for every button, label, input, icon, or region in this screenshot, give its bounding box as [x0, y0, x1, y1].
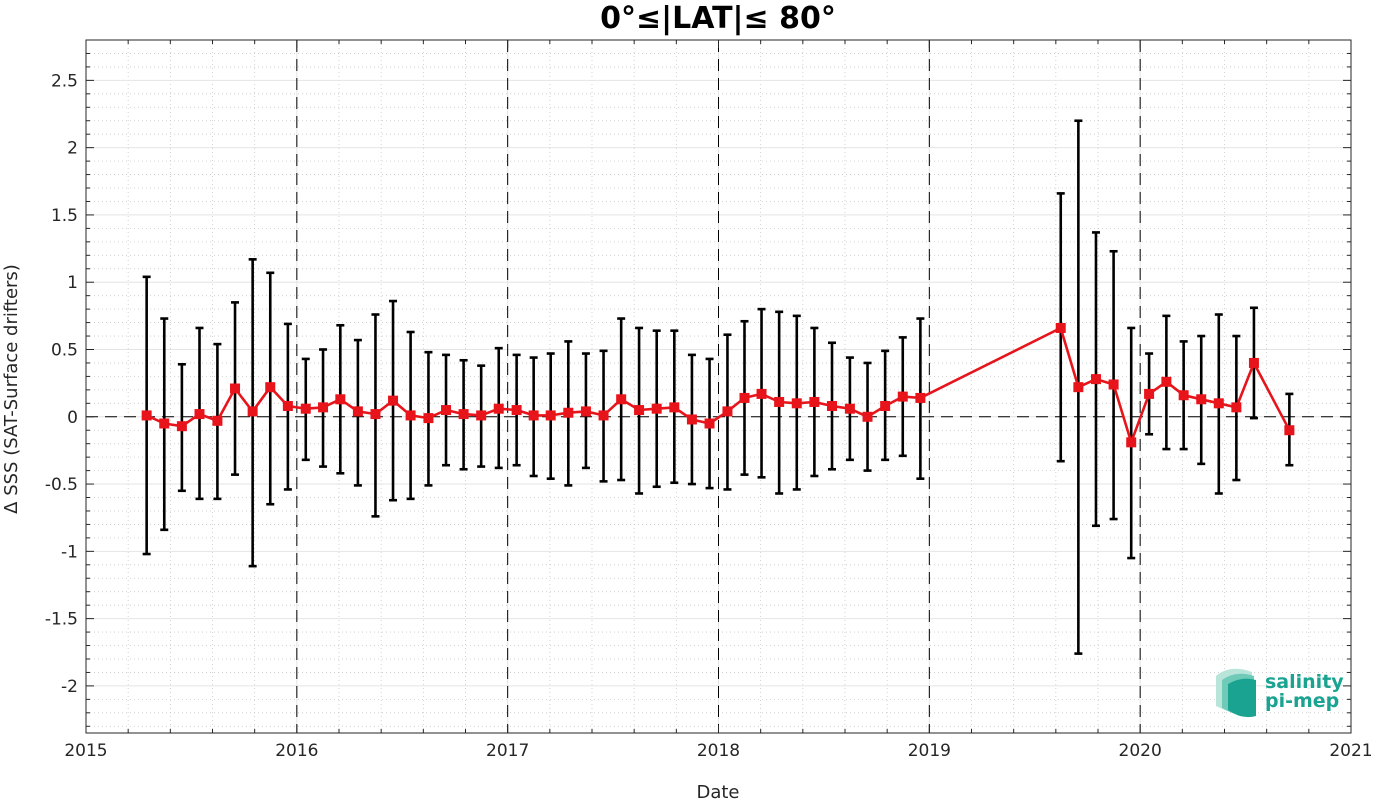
mean-markers: [141, 322, 1295, 448]
year-dividers: [296, 40, 1141, 733]
y-tick-label: -2: [61, 677, 78, 697]
mean-marker: [1213, 398, 1224, 409]
mean-marker: [580, 406, 591, 417]
mean-marker: [897, 391, 908, 402]
mean-marker: [862, 411, 873, 422]
mean-marker: [1090, 374, 1101, 385]
mean-marker: [791, 398, 802, 409]
mean-marker: [634, 405, 645, 416]
y-tick-label: -1: [61, 542, 78, 562]
mean-marker: [423, 413, 434, 424]
mean-marker: [669, 402, 680, 413]
mean-marker: [300, 403, 311, 414]
mean-marker: [756, 388, 767, 399]
mean-marker: [352, 406, 363, 417]
mean-marker: [598, 410, 609, 421]
x-tick-label: 2021: [1329, 741, 1372, 761]
mean-marker: [1055, 322, 1066, 333]
mean-marker: [844, 403, 855, 414]
mean-marker: [405, 410, 416, 421]
x-tick-label: 2017: [486, 741, 529, 761]
mean-marker: [493, 403, 504, 414]
mean-marker: [827, 401, 838, 412]
chart-title: 0°≤|LAT|≤ 80°: [600, 1, 836, 36]
mean-marker: [141, 410, 152, 421]
x-tick-label: 2016: [275, 741, 318, 761]
mean-marker: [388, 395, 399, 406]
mean-marker: [1196, 394, 1207, 405]
mean-marker: [704, 418, 715, 429]
mean-marker: [335, 394, 346, 405]
mean-marker: [1231, 402, 1242, 413]
mean-marker: [1126, 437, 1137, 448]
x-tick-label: 2015: [64, 741, 107, 761]
y-tick-label: 1: [67, 273, 78, 293]
y-tick-label: 0.5: [51, 340, 78, 360]
mean-marker: [194, 409, 205, 420]
y-tick-label: 2: [67, 139, 78, 159]
mean-marker: [176, 421, 187, 432]
logo-wave-icon: [1216, 668, 1256, 718]
mean-marker: [722, 406, 733, 417]
x-tick-label: 2018: [697, 741, 740, 761]
mean-marker: [1108, 379, 1119, 390]
mean-marker: [686, 414, 697, 425]
mean-marker: [563, 407, 574, 418]
x-tick-label: 2019: [908, 741, 951, 761]
mean-marker: [511, 405, 522, 416]
mean-marker: [915, 392, 926, 403]
x-tick-label: 2020: [1119, 741, 1162, 761]
mean-marker: [1161, 376, 1172, 387]
tick-labels: 2015 2016 2017 2018 2019 2020 2021 2.5 2 1.5 1 0.5 0…: [45, 71, 1373, 761]
mean-marker: [370, 409, 381, 420]
mean-marker: [282, 401, 293, 412]
mean-marker: [651, 403, 662, 414]
mean-marker: [441, 405, 452, 416]
mean-marker: [212, 415, 223, 426]
mean-marker: [1284, 425, 1295, 436]
mean-marker: [774, 396, 785, 407]
mean-marker: [739, 392, 750, 403]
mean-marker: [1073, 382, 1084, 393]
mean-marker: [159, 418, 170, 429]
mean-marker: [230, 383, 241, 394]
y-tick-label: 0: [67, 408, 78, 428]
y-axis-label: Δ SSS (SAT-Surface drifters): [1, 264, 22, 514]
mean-marker: [545, 410, 556, 421]
mean-marker: [476, 410, 487, 421]
salinity-pi-mep-logo: salinity pi-mep: [1216, 668, 1344, 718]
y-tick-label: -0.5: [45, 475, 78, 495]
x-axis-label: Date: [696, 782, 739, 801]
mean-marker: [809, 396, 820, 407]
y-tick-label: 2.5: [51, 71, 78, 91]
mean-marker: [458, 409, 469, 420]
mean-marker: [528, 410, 539, 421]
axes-frame: [85, 39, 1352, 734]
mean-marker: [616, 394, 627, 405]
logo-line-2: pi-mep: [1265, 690, 1339, 712]
mean-marker: [318, 402, 329, 413]
mean-series-line: [146, 326, 1291, 444]
mean-marker: [1144, 388, 1155, 399]
mean-marker: [880, 401, 891, 412]
logo-line-1: salinity: [1265, 671, 1344, 693]
mean-marker: [1248, 357, 1259, 368]
y-tick-label: 1.5: [51, 206, 78, 226]
mean-marker: [1178, 390, 1189, 401]
y-tick-label: -1.5: [45, 610, 78, 630]
mean-marker: [247, 406, 258, 417]
series-line: [146, 326, 1291, 444]
mean-marker: [265, 382, 276, 393]
